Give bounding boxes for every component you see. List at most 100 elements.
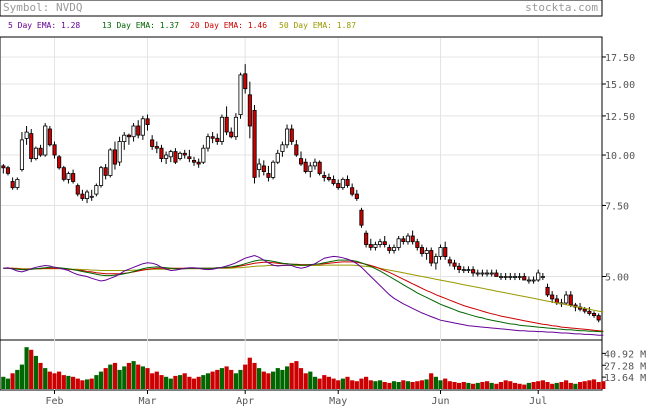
candle-body [210, 136, 215, 139]
candle [401, 235, 406, 245]
legend-ema50: 50 Day EMA: 1.87 [279, 21, 356, 30]
volume-bar [340, 378, 345, 389]
candle [368, 238, 373, 251]
candle [308, 162, 313, 178]
candle [387, 244, 392, 254]
volume-bar [61, 375, 66, 389]
candle [164, 151, 169, 165]
volume-bar [66, 375, 71, 389]
candle-body [531, 279, 536, 282]
candle [19, 132, 24, 172]
volume-bar [601, 381, 606, 389]
x-tick-label: May [329, 396, 347, 406]
volume-bar [591, 379, 597, 389]
candle [205, 133, 211, 152]
candle [168, 149, 173, 163]
volume-bar [271, 371, 276, 389]
candle-body [364, 232, 369, 245]
candle-body [136, 125, 141, 136]
candle-body [168, 151, 173, 158]
candle [391, 244, 397, 254]
volume-bar [382, 382, 387, 389]
candle-body [303, 161, 308, 172]
y-tick-label: 10.00 [605, 151, 635, 162]
volume-bar [568, 382, 573, 389]
candle [131, 123, 136, 142]
candle-body [61, 167, 66, 180]
volume-bar [10, 373, 15, 389]
candle-body [322, 175, 327, 178]
candle-body [308, 165, 313, 172]
candle-body [410, 235, 415, 243]
candle-body [126, 134, 132, 138]
volume-bar [19, 364, 24, 389]
candle-body [526, 279, 531, 282]
candle-body [99, 167, 104, 186]
candle [298, 151, 304, 166]
volume-bar [108, 364, 113, 389]
candle [410, 230, 415, 245]
candle-body [312, 161, 317, 167]
candle [512, 273, 517, 281]
candle [29, 129, 34, 163]
candle [336, 179, 341, 190]
candle [136, 120, 141, 139]
candle-body [52, 144, 57, 156]
candle-body [15, 178, 20, 188]
candle-body [522, 276, 527, 281]
candle [154, 141, 159, 154]
candle [94, 183, 99, 197]
volume-bar [168, 378, 173, 389]
candle-body [545, 286, 550, 296]
candle-body [536, 272, 541, 281]
candle-body [498, 276, 504, 278]
volume-bar [47, 371, 52, 389]
candle [271, 160, 276, 180]
candle-body [103, 167, 108, 176]
candle-body [382, 241, 387, 245]
candle-body [187, 156, 192, 160]
candle [261, 160, 266, 176]
candle [275, 149, 280, 165]
x-tick-label: Jul [529, 396, 547, 406]
candle [257, 158, 262, 178]
date-axis: Feb Mar Apr May Jun Jul [45, 390, 547, 406]
volume-bar [433, 376, 438, 389]
candle-body [257, 163, 262, 170]
candle [424, 247, 429, 260]
volume-bar [145, 368, 150, 389]
volume-bar [112, 362, 118, 389]
volume-bar [57, 371, 62, 389]
y-tick-label: 12.50 [605, 112, 635, 123]
candle-body [5, 167, 11, 174]
candle-body [331, 178, 336, 184]
candle [457, 263, 462, 274]
x-tick-label: Jun [432, 396, 450, 406]
volume-tick-label: 27.28 M [604, 361, 646, 372]
candle-body [229, 131, 234, 138]
volume-bar [531, 382, 536, 389]
volume-bar [233, 373, 238, 389]
volume-bar [257, 368, 262, 389]
volume-bar [508, 381, 513, 389]
candle [1, 164, 6, 174]
candle-body [582, 308, 587, 312]
candle-body [294, 144, 299, 156]
volume-bar [419, 380, 424, 389]
candle [33, 146, 38, 161]
volume-bar [33, 355, 38, 389]
candle-body [271, 161, 276, 178]
candle-body [75, 185, 80, 195]
candle [522, 273, 527, 281]
volume-bar [52, 373, 57, 389]
candle-body [480, 272, 485, 275]
candle-body [517, 276, 522, 278]
volume-bar [391, 381, 397, 389]
candle-body [10, 181, 15, 189]
candle [317, 160, 322, 176]
volume-bar [424, 379, 429, 389]
candle [419, 244, 424, 257]
candle-body [433, 256, 438, 264]
candle-body [359, 209, 364, 226]
candle [480, 269, 485, 277]
